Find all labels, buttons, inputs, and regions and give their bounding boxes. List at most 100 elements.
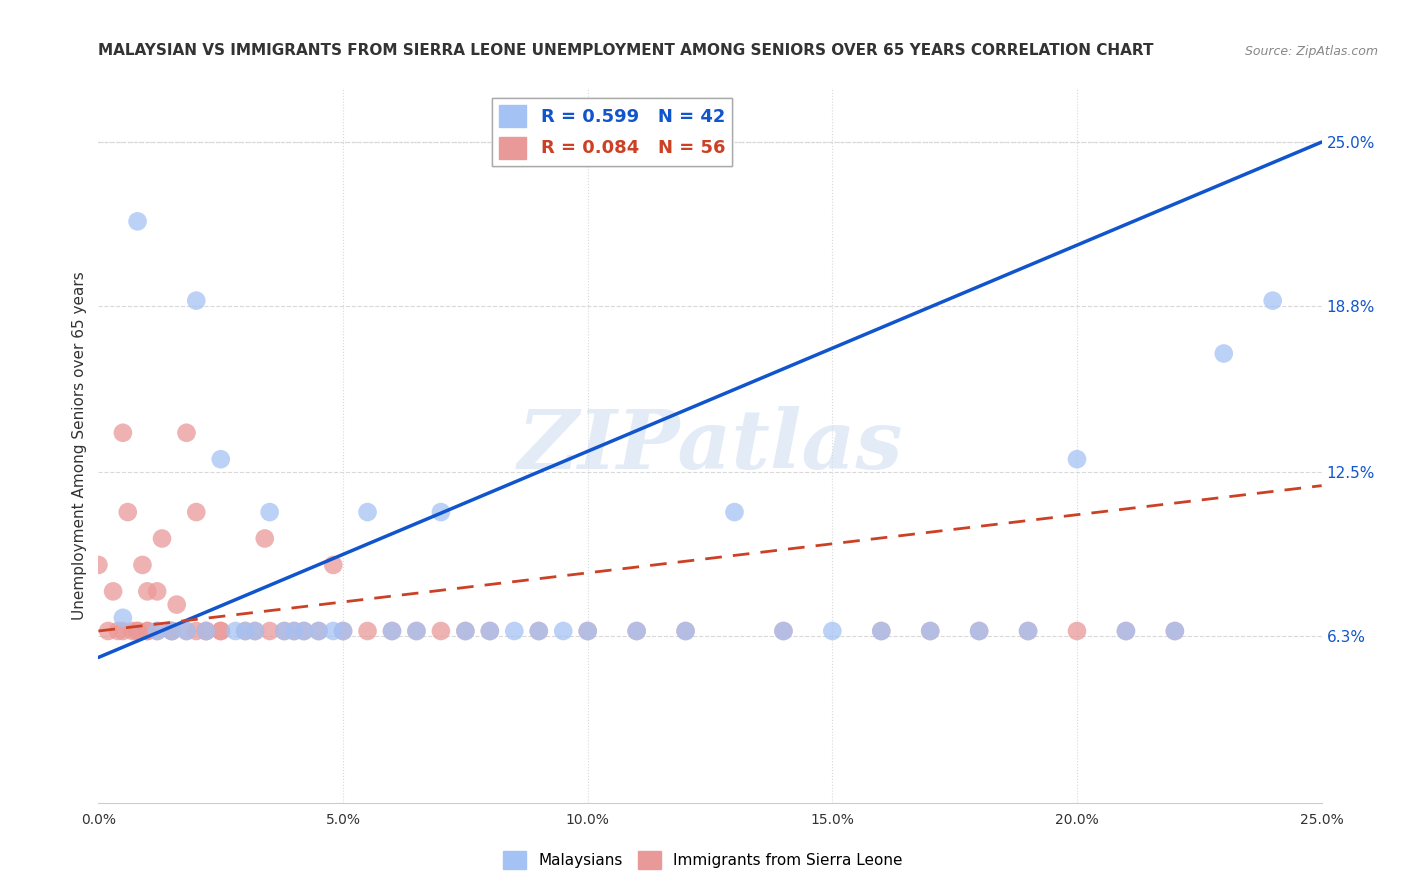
Point xyxy=(356,624,378,638)
Point xyxy=(920,624,942,638)
Point xyxy=(553,624,575,638)
Point xyxy=(146,584,169,599)
Point xyxy=(308,624,330,638)
Point xyxy=(111,624,134,638)
Point xyxy=(87,558,110,572)
Point xyxy=(292,624,315,638)
Point xyxy=(195,624,218,638)
Point xyxy=(478,624,501,638)
Point xyxy=(150,532,173,546)
Point xyxy=(176,624,198,638)
Point xyxy=(322,624,344,638)
Text: ZIPatlas: ZIPatlas xyxy=(517,406,903,486)
Text: MALAYSIAN VS IMMIGRANTS FROM SIERRA LEONE UNEMPLOYMENT AMONG SENIORS OVER 65 YEA: MALAYSIAN VS IMMIGRANTS FROM SIERRA LEON… xyxy=(98,43,1154,58)
Point xyxy=(253,532,276,546)
Point xyxy=(107,624,129,638)
Point xyxy=(1115,624,1137,638)
Point xyxy=(1164,624,1187,638)
Point xyxy=(195,624,218,638)
Point xyxy=(186,624,208,638)
Point xyxy=(772,624,794,638)
Point xyxy=(405,624,427,638)
Point xyxy=(308,624,330,638)
Point xyxy=(166,598,188,612)
Point xyxy=(356,505,378,519)
Point xyxy=(920,624,942,638)
Point xyxy=(283,624,305,638)
Legend: R = 0.599   N = 42, R = 0.084   N = 56: R = 0.599 N = 42, R = 0.084 N = 56 xyxy=(492,98,733,166)
Point xyxy=(454,624,477,638)
Point xyxy=(224,624,246,638)
Point xyxy=(176,624,198,638)
Point xyxy=(967,624,990,638)
Point xyxy=(1017,624,1039,638)
Point xyxy=(136,624,159,638)
Point xyxy=(111,425,134,440)
Point xyxy=(870,624,893,638)
Point xyxy=(117,505,139,519)
Point xyxy=(127,624,149,638)
Point xyxy=(146,624,169,638)
Point xyxy=(146,624,169,638)
Point xyxy=(209,624,232,638)
Point xyxy=(160,624,183,638)
Point xyxy=(576,624,599,638)
Point xyxy=(1212,346,1234,360)
Point xyxy=(527,624,550,638)
Point xyxy=(243,624,266,638)
Point xyxy=(292,624,315,638)
Point xyxy=(478,624,501,638)
Point xyxy=(121,624,143,638)
Point xyxy=(127,214,149,228)
Point xyxy=(1066,624,1088,638)
Point xyxy=(870,624,893,638)
Point xyxy=(675,624,697,638)
Point xyxy=(131,558,153,572)
Point xyxy=(576,624,599,638)
Text: Source: ZipAtlas.com: Source: ZipAtlas.com xyxy=(1244,45,1378,58)
Point xyxy=(259,505,281,519)
Point xyxy=(273,624,295,638)
Point xyxy=(967,624,990,638)
Point xyxy=(209,624,232,638)
Point xyxy=(101,584,124,599)
Point xyxy=(772,624,794,638)
Point xyxy=(111,611,134,625)
Point xyxy=(1066,452,1088,467)
Point xyxy=(675,624,697,638)
Point xyxy=(160,624,183,638)
Point xyxy=(332,624,354,638)
Point xyxy=(233,624,256,638)
Y-axis label: Unemployment Among Seniors over 65 years: Unemployment Among Seniors over 65 years xyxy=(72,272,87,620)
Point xyxy=(430,505,453,519)
Point xyxy=(160,624,183,638)
Point xyxy=(186,293,208,308)
Point xyxy=(273,624,295,638)
Point xyxy=(186,505,208,519)
Point xyxy=(283,624,305,638)
Point xyxy=(723,505,745,519)
Point xyxy=(381,624,404,638)
Point xyxy=(195,624,218,638)
Point xyxy=(243,624,266,638)
Point xyxy=(626,624,648,638)
Point xyxy=(1164,624,1187,638)
Point xyxy=(97,624,120,638)
Point xyxy=(454,624,477,638)
Point xyxy=(1115,624,1137,638)
Point xyxy=(381,624,404,638)
Point xyxy=(626,624,648,638)
Point xyxy=(136,624,159,638)
Point xyxy=(1017,624,1039,638)
Point xyxy=(1261,293,1284,308)
Point xyxy=(322,558,344,572)
Point xyxy=(176,425,198,440)
Point xyxy=(259,624,281,638)
Point xyxy=(821,624,844,638)
Point xyxy=(233,624,256,638)
Point xyxy=(527,624,550,638)
Point xyxy=(136,584,159,599)
Point xyxy=(127,624,149,638)
Point xyxy=(332,624,354,638)
Point xyxy=(209,452,232,467)
